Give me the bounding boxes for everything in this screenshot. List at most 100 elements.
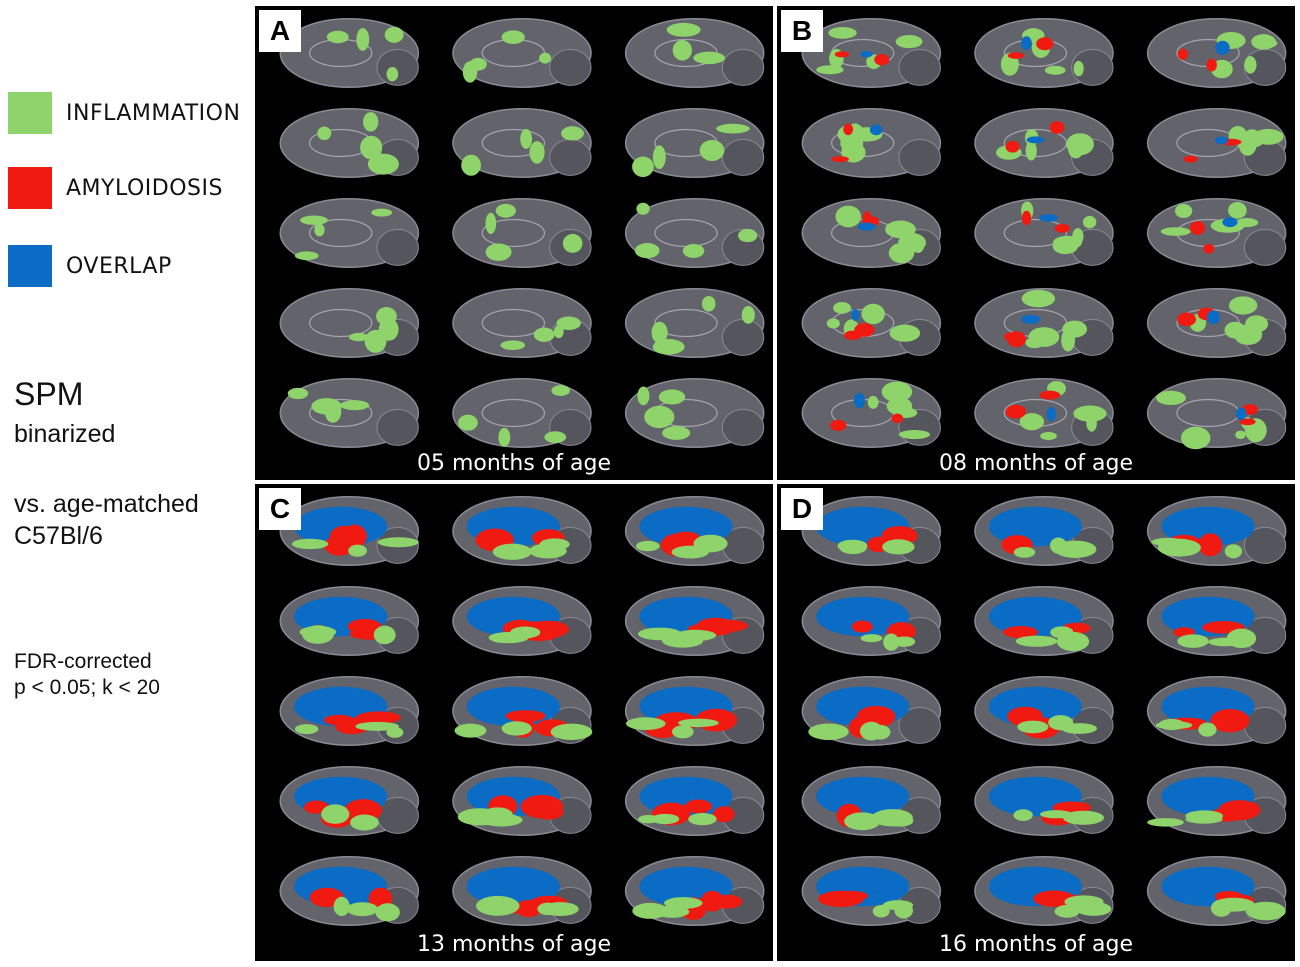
inflammation-region	[895, 35, 923, 49]
inflammation-region	[632, 902, 668, 919]
inflammation-region	[367, 153, 399, 175]
cerebellum	[549, 48, 592, 86]
inflammation-region	[1049, 537, 1067, 554]
inflammation-region	[544, 431, 567, 443]
inflammation-region	[356, 27, 370, 51]
inflammation-region	[1174, 203, 1193, 218]
brain-slice	[452, 856, 592, 926]
statistics-line-2: p < 0.05; k < 20	[14, 676, 160, 699]
inflammation-region	[556, 316, 581, 330]
inflammation-region	[1017, 720, 1049, 734]
brain-slice	[801, 288, 942, 358]
amyloidosis-region	[347, 618, 382, 635]
brain-slice	[279, 198, 420, 268]
panel-a-label: A	[259, 10, 301, 52]
inflammation-region	[737, 228, 758, 243]
inflammation-region	[699, 139, 725, 162]
spm-title: SPM	[14, 376, 84, 412]
inflammation-region	[386, 726, 404, 738]
inflammation-region	[314, 223, 325, 237]
inflammation-region	[1157, 538, 1201, 557]
amyloidosis-region	[1183, 155, 1198, 163]
inflammation-region	[350, 814, 379, 831]
amyloidosis-region	[874, 53, 890, 66]
cerebellum	[1243, 228, 1287, 266]
panel-d: D 16 months of age	[777, 484, 1295, 961]
panel-c-brain-slices	[279, 496, 765, 926]
amyloidosis-swatch	[8, 167, 52, 209]
inflammation-region	[485, 243, 512, 261]
amyloidosis-region	[1021, 210, 1032, 226]
inflammation-region	[860, 634, 883, 643]
inflammation-region	[520, 128, 533, 149]
overlap-region	[1021, 36, 1032, 51]
legend-label-amyloidosis: AMYLOIDOSIS	[66, 175, 223, 201]
hippocampus-outline	[481, 308, 546, 338]
brain-slice	[801, 496, 942, 566]
brain-slice	[974, 496, 1114, 566]
inflammation-region	[898, 429, 931, 440]
brain-slice	[801, 378, 942, 448]
inflammation-region	[828, 27, 857, 39]
inflammation-region	[651, 321, 668, 344]
amyloidosis-region	[854, 323, 875, 337]
inflammation-region	[1056, 631, 1090, 652]
comparison-line-1: vs. age-matched	[14, 490, 199, 518]
inflammation-region	[326, 30, 349, 44]
brain-slice	[801, 586, 942, 656]
inflammation-region	[1062, 810, 1105, 825]
inflammation-region	[833, 301, 852, 314]
inflammation-region	[1082, 215, 1097, 229]
legend-inflammation: INFLAMMATION	[8, 92, 240, 134]
brain-slice	[452, 586, 592, 656]
inflammation-region	[364, 329, 387, 353]
comparison-line-2: C57Bl/6	[14, 522, 103, 550]
inflammation-region	[1067, 136, 1085, 159]
cerebellum	[376, 408, 419, 446]
inflammation-region	[1246, 901, 1286, 921]
brain-slice	[452, 18, 592, 88]
inflammation-region	[881, 381, 913, 402]
inflammation-region	[716, 123, 750, 134]
inflammation-region	[674, 629, 717, 641]
overlap-swatch	[8, 245, 52, 287]
brain-slice	[279, 18, 420, 88]
inflammation-region	[348, 544, 367, 557]
inflammation-region	[485, 212, 497, 235]
inflammation-region	[1255, 38, 1278, 49]
inflammation-region	[1177, 634, 1209, 648]
inflammation-region	[741, 306, 755, 324]
inflammation-region	[859, 721, 883, 741]
inflammation-region	[1245, 315, 1269, 333]
brain-slice	[452, 108, 592, 178]
inflammation-region	[662, 426, 691, 440]
inflammation-region	[553, 325, 564, 339]
panel-b-brain-slices	[801, 18, 1287, 450]
cerebellum	[898, 48, 941, 86]
inflammation-region	[373, 625, 396, 645]
brain-slice	[624, 288, 765, 358]
amyloidosis-region	[1206, 58, 1217, 72]
panel-c-label: C	[259, 488, 301, 530]
inflammation-region	[676, 41, 692, 53]
inflammation-region	[539, 52, 552, 64]
inflammation-region	[1228, 201, 1247, 219]
brain-slice	[452, 198, 592, 268]
overlap-region	[816, 596, 910, 637]
brain-slice	[801, 766, 942, 836]
brain-slice	[279, 496, 420, 566]
hippocampus-outline	[481, 218, 546, 248]
inflammation-region	[324, 399, 342, 423]
amyloidosis-region	[710, 894, 743, 909]
amyloidosis-region	[851, 620, 873, 633]
overlap-region	[988, 596, 1082, 637]
inflammation-region	[294, 251, 319, 261]
cerebellum	[376, 228, 419, 266]
amyloidosis-region	[323, 714, 355, 726]
brain-slice	[1146, 378, 1287, 450]
inflammation-region	[1252, 128, 1284, 145]
inflammation-region	[355, 721, 400, 731]
inflammation-region	[678, 718, 719, 728]
brain-slice	[624, 676, 765, 746]
panel-c-caption: 13 months of age	[416, 932, 612, 957]
